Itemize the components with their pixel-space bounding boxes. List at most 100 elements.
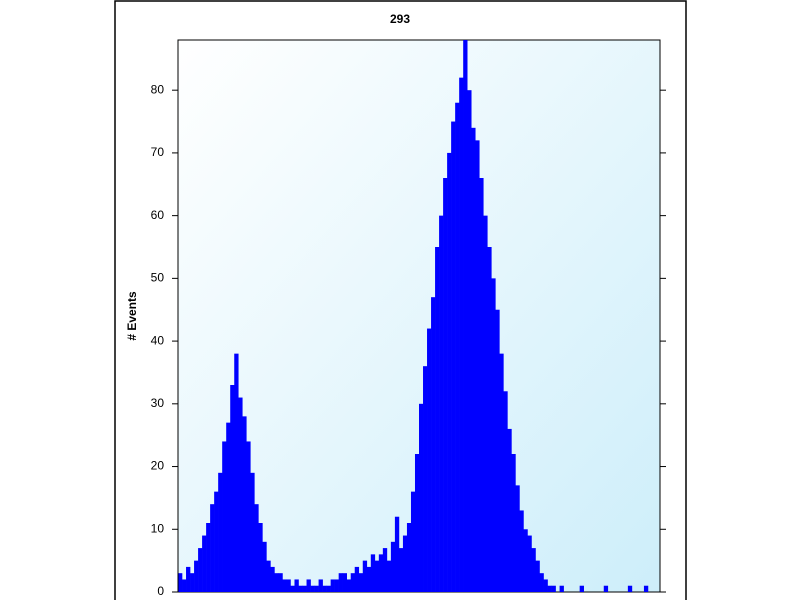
- bar: [218, 472, 223, 592]
- bar: [543, 579, 548, 592]
- bar: [390, 541, 396, 592]
- bar: [290, 585, 295, 592]
- bar: [194, 560, 199, 592]
- bar: [318, 579, 323, 592]
- bar: [643, 585, 649, 592]
- bar: [455, 102, 460, 593]
- bar: [627, 585, 633, 592]
- bar: [402, 535, 408, 592]
- bar: [467, 90, 472, 592]
- bar: [519, 510, 524, 592]
- bar: [523, 529, 528, 592]
- y-tick-label: 70: [151, 145, 165, 159]
- bar: [551, 585, 556, 592]
- bar: [398, 548, 404, 592]
- bar: [463, 40, 468, 592]
- bar: [423, 366, 428, 592]
- bar: [190, 573, 195, 592]
- bar: [206, 523, 211, 592]
- bar: [330, 579, 335, 592]
- bar: [435, 247, 440, 592]
- bar: [338, 573, 343, 592]
- bar: [266, 560, 271, 592]
- bar: [238, 397, 243, 592]
- bar: [366, 566, 372, 592]
- bar: [298, 585, 303, 592]
- bar: [262, 541, 267, 592]
- bar: [527, 535, 532, 592]
- y-axis-label: # Events: [125, 291, 139, 341]
- bar: [342, 573, 347, 592]
- bar: [310, 585, 315, 592]
- bar: [447, 152, 452, 592]
- bar: [274, 573, 279, 592]
- bar: [539, 573, 544, 592]
- bar: [358, 573, 364, 592]
- y-tick-label: 40: [151, 333, 165, 347]
- y-tick-label: 30: [151, 396, 165, 410]
- y-tick-label: 0: [157, 584, 164, 598]
- bar: [314, 585, 319, 592]
- bar: [286, 579, 291, 592]
- bar: [559, 585, 564, 592]
- bar: [394, 516, 400, 592]
- bar: [278, 573, 283, 592]
- bar: [322, 585, 327, 592]
- bar: [419, 403, 424, 592]
- bar: [182, 579, 187, 592]
- bar: [499, 353, 504, 592]
- bar: [479, 178, 484, 592]
- bar: [471, 127, 476, 593]
- bar: [246, 441, 251, 592]
- y-tick-label: 20: [151, 459, 165, 473]
- bar: [503, 391, 508, 592]
- bar: [202, 535, 207, 592]
- bar: [487, 247, 492, 592]
- bar: [346, 579, 352, 592]
- bar: [258, 523, 263, 592]
- bar: [451, 121, 456, 592]
- bar: [254, 504, 259, 592]
- bar: [302, 585, 307, 592]
- bar: [459, 77, 464, 593]
- bar: [198, 548, 203, 592]
- y-tick-label: 80: [151, 82, 165, 96]
- y-tick-label: 60: [151, 208, 165, 222]
- bar: [250, 472, 255, 592]
- bar: [230, 385, 235, 592]
- bar: [270, 566, 275, 592]
- bar: [431, 297, 436, 592]
- bar: [294, 579, 299, 592]
- bar: [483, 215, 488, 593]
- bar: [386, 560, 392, 592]
- y-tick-label: 10: [151, 521, 165, 535]
- chart-title: 293: [390, 12, 410, 26]
- y-tick-label: 50: [151, 271, 165, 285]
- bar: [378, 554, 384, 592]
- bar: [362, 560, 368, 592]
- bar: [374, 560, 380, 592]
- bar: [354, 566, 360, 592]
- bar: [334, 579, 339, 592]
- bar: [410, 491, 416, 592]
- bar: [507, 428, 512, 592]
- bar: [475, 140, 480, 592]
- bar: [511, 454, 516, 592]
- bar: [535, 560, 540, 592]
- bar: [370, 554, 376, 592]
- bar: [547, 585, 552, 592]
- bar: [495, 309, 500, 592]
- bar: [226, 422, 231, 592]
- bar: [414, 454, 420, 592]
- bar: [282, 579, 287, 592]
- bar: [214, 491, 219, 592]
- bar: [326, 585, 331, 592]
- bar: [603, 585, 609, 592]
- bar: [491, 278, 496, 592]
- bar: [306, 579, 311, 592]
- bar: [350, 573, 356, 592]
- bar: [427, 328, 432, 592]
- bar: [439, 215, 444, 593]
